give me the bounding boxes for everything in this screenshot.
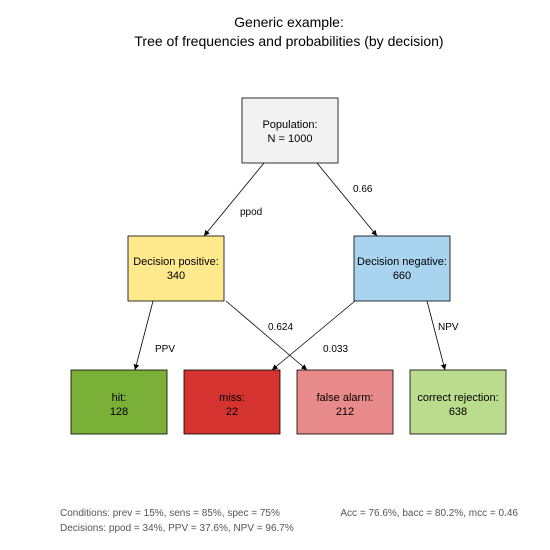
node-population-value: N = 1000 (268, 133, 313, 145)
edge-label-ppv: PPV (155, 344, 175, 355)
node-decision-positive: Decision positive: 340 (127, 235, 225, 302)
footer-decisions: Decisions: ppod = 34%, PPV = 37.6%, NPV … (60, 523, 294, 534)
edge-population-to-decision-positive (203, 162, 265, 237)
node-decision-negative-value: 660 (393, 270, 411, 282)
node-miss-label: miss: (219, 392, 245, 404)
node-decision-negative-label: Decision negative: (357, 256, 447, 268)
node-hit: hit: 128 (70, 369, 168, 435)
node-decision-positive-label: Decision positive: (133, 256, 219, 268)
node-population-label: Population: (262, 119, 317, 131)
node-false-alarm-label: false alarm: (317, 392, 374, 404)
node-correct-rejection-label: correct rejection: (417, 392, 498, 404)
edge-decision-negative-to-correct-rejection (426, 300, 447, 371)
node-false-alarm-value: 212 (336, 406, 354, 418)
node-correct-rejection: correct rejection: 638 (409, 369, 507, 435)
edge-decision-negative-to-miss (271, 300, 356, 371)
edge-label-0-033: 0.033 (323, 344, 348, 355)
node-population: Population: N = 1000 (241, 97, 339, 164)
node-decision-positive-value: 340 (167, 270, 185, 282)
node-false-alarm: false alarm: 212 (296, 369, 394, 435)
edge-label-ppod: ppod (240, 207, 262, 218)
node-hit-value: 128 (110, 406, 128, 418)
node-miss-value: 22 (226, 406, 238, 418)
edge-label-0-66: 0.66 (353, 184, 373, 195)
footer-conditions: Conditions: prev = 15%, sens = 85%, spec… (60, 508, 280, 519)
node-decision-negative: Decision negative: 660 (353, 235, 451, 302)
title-line-1: Generic example: (234, 14, 344, 30)
footer-accuracy: Acc = 76.6%, bacc = 80.2%, mcc = 0.46 (340, 508, 518, 519)
node-hit-label: hit: (112, 392, 127, 404)
title-line-2: Tree of frequencies and probabilities (b… (134, 33, 443, 49)
edge-decision-positive-to-false-alarm (225, 300, 308, 371)
node-correct-rejection-value: 638 (449, 406, 467, 418)
edge-label-npv: NPV (438, 322, 459, 333)
node-miss: miss: 22 (183, 369, 281, 435)
edge-population-to-decision-negative (316, 162, 378, 237)
edge-label-0-624: 0.624 (268, 322, 293, 333)
edge-decision-positive-to-hit (133, 300, 154, 371)
